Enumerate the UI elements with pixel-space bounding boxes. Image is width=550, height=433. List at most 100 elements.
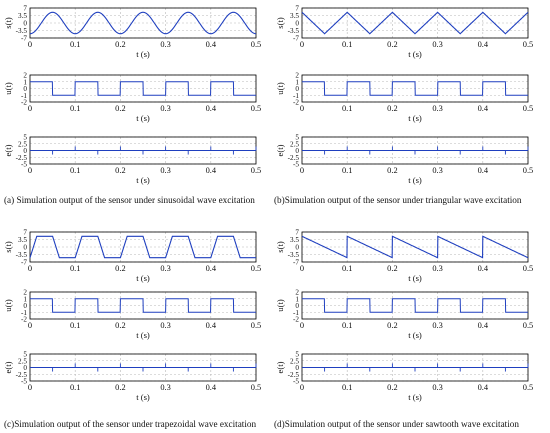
series-line-triangular	[301, 11, 529, 35]
y-tick-label: -7	[293, 35, 299, 43]
x-tick-label: 0	[300, 104, 304, 113]
y-tick-label: -5	[21, 378, 27, 386]
y-tick-label: 1	[23, 295, 27, 303]
y-axis-label: e(t)	[275, 361, 285, 373]
x-tick-label: 0	[28, 383, 32, 392]
axes-frame	[29, 74, 257, 103]
y-tick-label: 2.5	[18, 140, 27, 148]
y-tick-label: 0	[23, 85, 27, 93]
x-tick-label: 0.2	[387, 383, 397, 392]
x-tick-label: 0	[300, 383, 304, 392]
subplot-c-ut: 210-1-20 0.1 0.2 0.3 0.4 0.5t (s)u(t)	[3, 289, 261, 340]
y-tick-label: 2	[295, 72, 299, 80]
series-line-sinusoidal	[30, 11, 256, 35]
y-tick-label: 3.5	[18, 236, 27, 244]
subplot-c-st: 73.50-3.5-70 0.1 0.2 0.3 0.4 0.5t (s)s(t)	[3, 229, 261, 283]
y-tick-label: -1	[293, 92, 299, 100]
y-tick-label: -3.5	[288, 251, 300, 259]
y-tick-label: 1	[295, 78, 299, 86]
y-tick-label: 2.5	[18, 357, 27, 365]
caption-b: (b)Simulation output of the sensor under…	[274, 195, 522, 205]
x-tick-label: 0	[300, 321, 304, 330]
x-tick-label: 0.1	[70, 166, 80, 175]
x-tick-label: 0.5	[523, 383, 533, 392]
x-tick-label: 0.5	[251, 40, 261, 49]
caption-a: (a) Simulation output of the sensor unde…	[4, 195, 255, 205]
x-axis-label: t (s)	[408, 49, 422, 59]
subplot-a-st: 73.50-3.5-70 0.1 0.2 0.3 0.4 0.5t (s)s(t)	[3, 5, 261, 59]
y-tick-label: -2.5	[288, 154, 300, 162]
y-tick-label: 2.5	[290, 357, 299, 365]
y-tick-label: 0	[23, 20, 27, 28]
x-tick-label: 0.1	[342, 104, 352, 113]
x-tick-label: 0.5	[251, 321, 261, 330]
x-tick-label: 0.4	[478, 104, 489, 113]
y-tick-label: 5	[23, 134, 27, 142]
x-tick-label: 0.1	[70, 321, 80, 330]
y-tick-label: 2	[23, 72, 27, 80]
x-tick-label: 0.4	[478, 40, 489, 49]
x-tick-label: 0.4	[478, 166, 489, 175]
y-tick-label: 7	[23, 229, 27, 237]
x-axis-label: t (s)	[408, 392, 422, 402]
y-tick-label: 1	[295, 295, 299, 303]
x-axis-label: t (s)	[136, 49, 150, 59]
x-axis-label: t (s)	[408, 113, 422, 123]
x-tick-label: 0.2	[115, 321, 125, 330]
x-tick-label: 0.1	[342, 264, 352, 273]
x-tick-label: 0	[28, 321, 32, 330]
x-tick-label: 0.3	[432, 166, 442, 175]
x-tick-label: 0.1	[342, 40, 352, 49]
x-tick-label: 0.4	[478, 383, 489, 392]
x-tick-label: 0.2	[115, 40, 125, 49]
y-tick-label: 0	[23, 302, 27, 310]
x-tick-label: 0	[300, 166, 304, 175]
x-tick-label: 0.1	[342, 321, 352, 330]
x-tick-label: 0.5	[251, 104, 261, 113]
y-tick-label: -3.5	[16, 27, 28, 35]
y-tick-label: -5	[293, 378, 299, 386]
axes-frame	[301, 231, 529, 263]
y-axis-label: u(t)	[275, 299, 285, 312]
y-tick-label: 3.5	[18, 12, 27, 20]
subplot-b-ut: 210-1-20 0.1 0.2 0.3 0.4 0.5t (s)u(t)	[275, 72, 533, 123]
y-axis-label: s(t)	[3, 241, 13, 253]
x-tick-label: 0.2	[387, 40, 397, 49]
y-tick-label: -1	[21, 92, 27, 100]
y-tick-label: 0	[295, 244, 299, 252]
x-axis-label: t (s)	[136, 175, 150, 185]
x-tick-label: 0.2	[387, 104, 397, 113]
y-tick-label: -7	[21, 35, 27, 43]
x-tick-label: 0.4	[478, 321, 489, 330]
subplot-c-et: 52.50-2.5-50 0.1 0.2 0.3 0.4 0.5t (s)e(t)	[3, 351, 261, 402]
y-tick-label: -2.5	[16, 371, 28, 379]
axes-frame	[29, 7, 257, 39]
x-tick-label: 0.3	[160, 383, 170, 392]
y-axis-label: e(t)	[275, 144, 285, 156]
x-tick-label: 0.3	[160, 166, 170, 175]
y-tick-label: 2	[23, 289, 27, 297]
y-tick-label: 0	[295, 302, 299, 310]
y-tick-label: 1	[23, 78, 27, 86]
x-tick-label: 0.1	[70, 104, 80, 113]
x-tick-label: 0.4	[206, 321, 217, 330]
caption-d: (d)Simulation output of the sensor under…	[274, 419, 519, 429]
x-tick-label: 0.2	[387, 166, 397, 175]
y-axis-label: e(t)	[3, 361, 13, 373]
y-tick-label: -2.5	[288, 371, 300, 379]
x-tick-label: 0	[300, 40, 304, 49]
x-tick-label: 0.4	[206, 264, 217, 273]
x-tick-label: 0.5	[523, 321, 533, 330]
y-axis-label: s(t)	[275, 17, 285, 29]
series-line-trapezoidal	[29, 235, 256, 259]
x-tick-label: 0.1	[70, 264, 80, 273]
y-tick-label: -7	[21, 259, 27, 267]
subplot-b-st: 73.50-3.5-70 0.1 0.2 0.3 0.4 0.5t (s)s(t)	[275, 5, 533, 59]
x-tick-label: 0.3	[432, 383, 442, 392]
y-tick-label: 0	[295, 364, 299, 372]
x-tick-label: 0.3	[432, 40, 442, 49]
x-tick-label: 0.3	[432, 264, 442, 273]
x-tick-label: 0.3	[432, 321, 442, 330]
x-axis-label: t (s)	[136, 273, 150, 283]
y-tick-label: 0	[23, 244, 27, 252]
